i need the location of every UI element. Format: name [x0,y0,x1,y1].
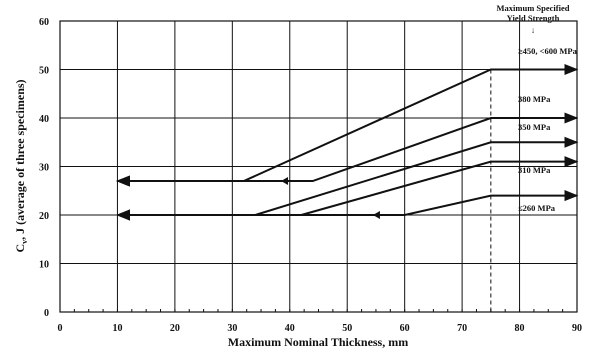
direction-arrow [372,211,380,219]
x-tick-label: 50 [342,323,352,334]
y-tick-label: 40 [39,114,49,125]
grid [60,21,577,312]
x-tick-label: 10 [112,323,122,334]
annotation-header-line-1: Maximum Specified [497,3,570,13]
series-layer [116,63,579,221]
x-tick-label: 70 [457,323,467,334]
x-tick-label: 30 [227,323,237,334]
series-label: ≥450, <600 MPa [518,46,578,56]
series-label: ≤260 MPa [518,203,556,213]
x-axis-title: Maximum Nominal Thickness, mm [228,335,408,349]
y-tick-label: 50 [39,66,49,77]
x-tick-label: 20 [170,323,180,334]
y-tick-label: 60 [39,17,49,28]
series-labels: ≥450, <600 MPa 380 MPa 350 MPa 310 MPa ≤260 … [518,46,578,213]
series-label: 380 MPa [518,94,551,104]
x-tick-label: 80 [515,323,525,334]
y-tick-label: 30 [39,163,49,174]
y-tick-label: 10 [39,260,49,271]
tick-labels: 0 10 20 30 40 50 60 70 80 90 0 10 20 30 40 50 60 [39,17,582,334]
y-tick-label: 20 [39,211,49,222]
annotation-header-line-2: Yield Strength [507,13,560,23]
x-tick-label: 90 [572,323,582,334]
series-label: 350 MPa [518,122,551,132]
annotation-header-pointer: ↓ [531,25,535,35]
series-line [116,190,579,221]
y-axis-title: Cv, J (average of three specimens) [13,79,29,252]
y-tick-label: 0 [44,308,49,319]
x-tick-label: 40 [285,323,295,334]
x-tick-label: 0 [58,323,63,334]
series-label: 310 MPa [518,165,551,175]
x-tick-label: 60 [400,323,410,334]
